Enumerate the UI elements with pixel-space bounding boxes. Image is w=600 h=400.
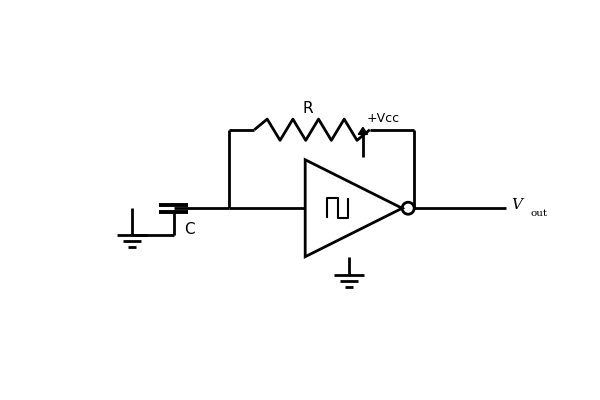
Polygon shape: [358, 128, 368, 134]
Text: +Vcc: +Vcc: [366, 112, 399, 125]
Text: R: R: [302, 101, 313, 116]
Text: out: out: [530, 209, 547, 218]
Text: V: V: [512, 198, 523, 212]
Text: C: C: [184, 222, 194, 236]
